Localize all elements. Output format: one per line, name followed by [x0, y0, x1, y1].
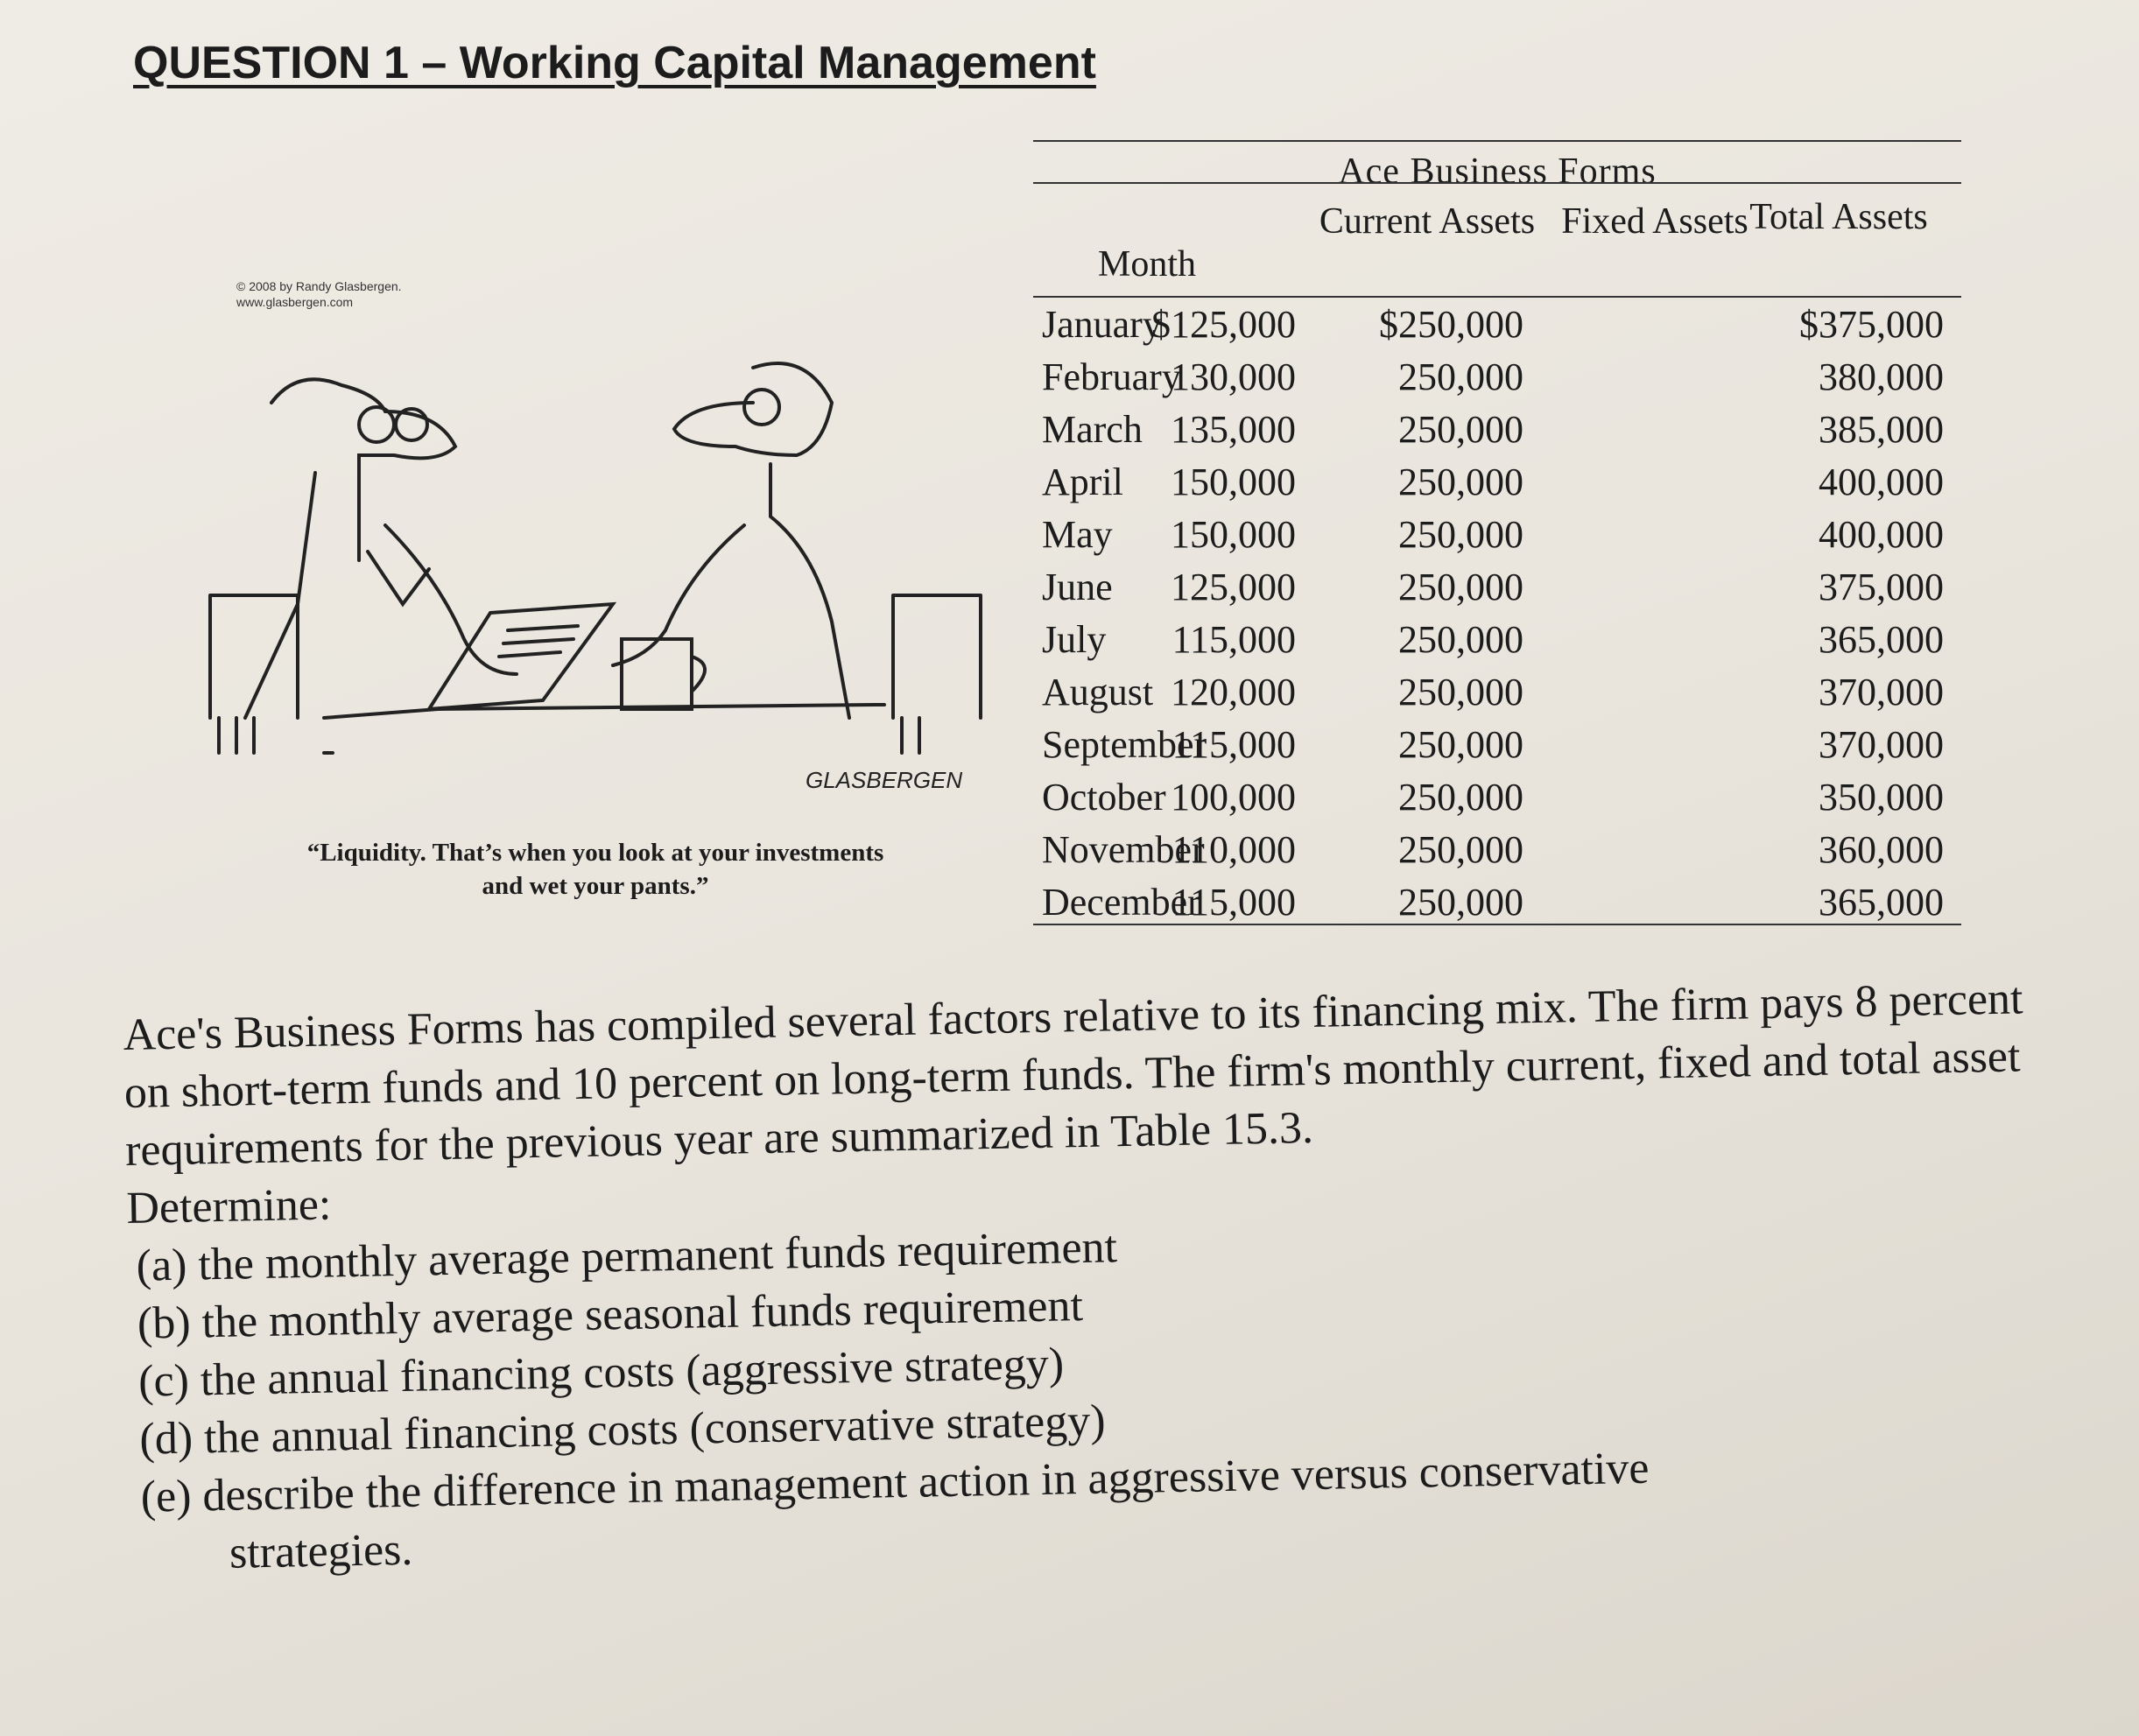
fixed-assets-cell: 250,000 [1398, 828, 1523, 871]
month-cell: April [1042, 460, 1123, 503]
total-assets-cell: 365,000 [1819, 618, 1944, 661]
current-assets-cell: 115,000 [1172, 881, 1296, 924]
fixed-assets-cell: 250,000 [1398, 408, 1523, 451]
fixed-assets-cell: $250,000 [1379, 303, 1523, 346]
header-month: Month [1097, 244, 1196, 285]
total-assets-cell: 360,000 [1819, 828, 1944, 871]
header-total-assets: Total Assets [1749, 197, 1928, 237]
question-text: Ace's Business Forms has compiled severa… [123, 969, 2086, 1585]
total-assets-cell: $375,000 [1799, 303, 1944, 346]
fixed-assets-cell: 250,000 [1398, 460, 1523, 503]
header-current-assets: Current Assets [1319, 201, 1536, 242]
left-chair [208, 594, 299, 755]
cartoon-signature: GLASBERGEN [806, 767, 962, 793]
current-assets-cell: 150,000 [1171, 513, 1296, 556]
woman-head [672, 362, 834, 458]
table-row: November 110,000 250,000 360,000 [1033, 827, 1961, 880]
table-caption: Ace Business Forms [1338, 151, 1657, 192]
table-row: March 135,000 250,000 385,000 [1033, 407, 1961, 460]
table-row: October 100,000 250,000 350,000 [1033, 775, 1961, 827]
month-cell: February [1042, 355, 1181, 398]
document [426, 601, 617, 712]
current-assets-cell: 120,000 [1171, 671, 1296, 713]
man-head [270, 377, 458, 562]
copyright-line: © 2008 by Randy Glasbergen. [236, 279, 402, 293]
fixed-assets-cell: 250,000 [1398, 881, 1523, 924]
current-assets-cell: 115,000 [1172, 723, 1296, 766]
total-assets-cell: 350,000 [1819, 776, 1944, 819]
table-row: December 115,000 250,000 365,000 [1033, 880, 1961, 932]
table-top-rule [1033, 140, 1961, 142]
current-assets-cell: 135,000 [1171, 408, 1296, 451]
fixed-assets-cell: 250,000 [1398, 566, 1523, 608]
month-cell: November [1042, 828, 1205, 871]
current-assets-cell: 125,000 [1171, 566, 1296, 608]
current-assets-cell: 100,000 [1171, 776, 1296, 819]
month-cell: December [1042, 881, 1200, 924]
month-cell: August [1042, 671, 1154, 713]
total-assets-cell: 380,000 [1819, 355, 1944, 398]
fixed-assets-cell: 250,000 [1398, 776, 1523, 819]
desk [322, 703, 886, 755]
month-cell: March [1042, 408, 1143, 451]
table-row: August 120,000 250,000 370,000 [1033, 670, 1961, 722]
header-fixed-assets: Fixed Assets [1561, 201, 1748, 242]
table-row: September 115,000 250,000 370,000 [1033, 722, 1961, 775]
current-assets-cell: 130,000 [1171, 355, 1296, 398]
total-assets-cell: 400,000 [1819, 460, 1944, 503]
total-assets-cell: 385,000 [1819, 408, 1944, 451]
woman-body [611, 462, 851, 720]
month-cell: July [1042, 618, 1107, 661]
table-caption-rule [1033, 182, 1961, 184]
month-cell: January [1042, 303, 1162, 346]
current-assets-cell: $125,000 [1151, 303, 1296, 346]
page-title: QUESTION 1 – Working Capital Management [133, 38, 1096, 88]
table-row: June 125,000 250,000 375,000 [1033, 565, 1961, 617]
cartoon-copyright: © 2008 by Randy Glasbergen. www.glasberg… [236, 278, 402, 310]
table-row: April 150,000 250,000 400,000 [1033, 460, 1961, 512]
table-row: January $125,000 $250,000 $375,000 [1033, 302, 1961, 355]
table-bottom-rule [1033, 924, 1961, 925]
total-assets-cell: 370,000 [1819, 671, 1944, 713]
total-assets-cell: 375,000 [1819, 566, 1944, 608]
table-row: February 130,000 250,000 380,000 [1033, 355, 1961, 407]
month-cell: May [1042, 513, 1113, 556]
coffee-mug [620, 637, 707, 711]
total-assets-cell: 400,000 [1819, 513, 1944, 556]
month-cell: September [1042, 723, 1207, 766]
fixed-assets-cell: 250,000 [1398, 513, 1523, 556]
cartoon-illustration: GLASBERGEN [208, 362, 982, 793]
cartoon-caption: “Liquidity. That’s when you look at your… [306, 839, 884, 900]
table-header-rule [1033, 296, 1961, 298]
table-row: July 115,000 250,000 365,000 [1033, 617, 1961, 670]
fixed-assets-cell: 250,000 [1398, 355, 1523, 398]
total-assets-cell: 365,000 [1819, 881, 1944, 924]
current-assets-cell: 150,000 [1171, 460, 1296, 503]
month-cell: June [1042, 566, 1113, 608]
total-assets-cell: 370,000 [1819, 723, 1944, 766]
right-chair [891, 594, 982, 755]
fixed-assets-cell: 250,000 [1398, 723, 1523, 766]
month-cell: October [1042, 776, 1166, 819]
copyright-url: www.glasbergen.com [236, 295, 354, 309]
table-row: May 150,000 250,000 400,000 [1033, 512, 1961, 565]
fixed-assets-cell: 250,000 [1398, 618, 1523, 661]
fixed-assets-cell: 250,000 [1398, 671, 1523, 713]
current-assets-cell: 115,000 [1172, 618, 1296, 661]
current-assets-cell: 110,000 [1172, 828, 1296, 871]
